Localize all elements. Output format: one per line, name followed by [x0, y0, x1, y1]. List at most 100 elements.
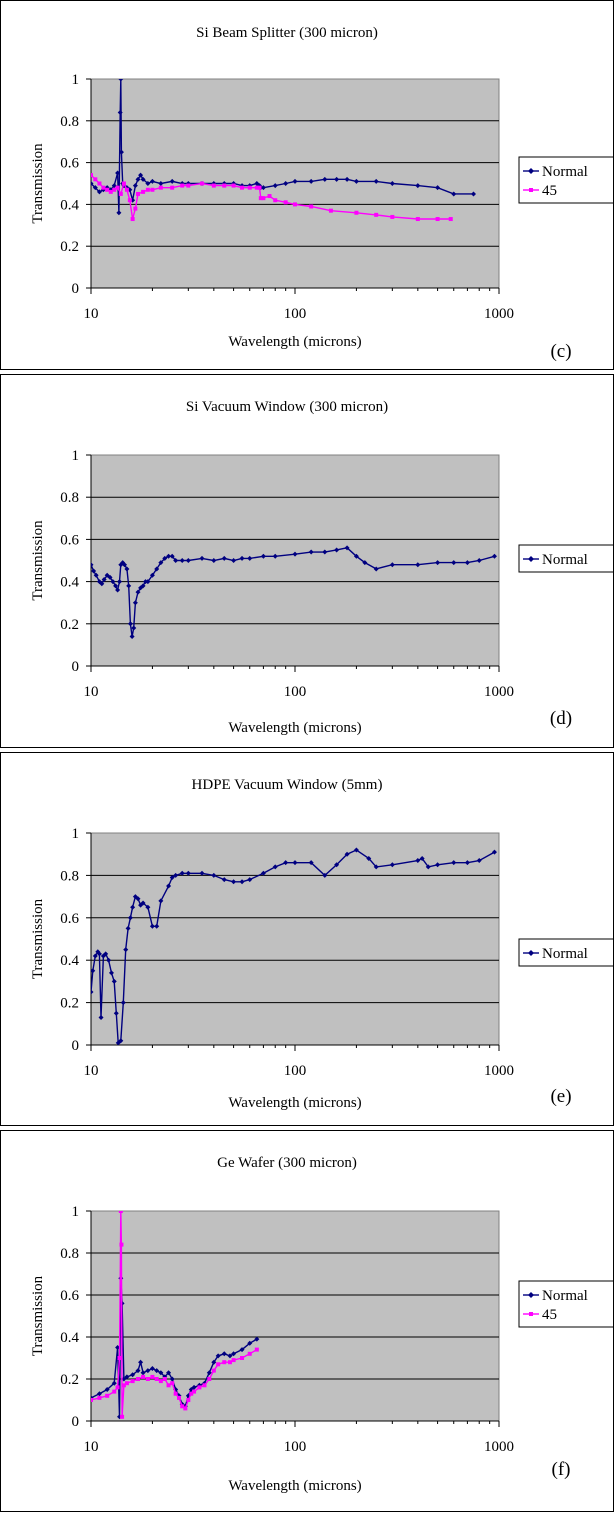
data-point — [145, 1368, 151, 1374]
data-point — [309, 204, 314, 209]
data-point — [118, 79, 124, 82]
y-tick-label: 0 — [72, 659, 80, 675]
legend-marker — [528, 950, 534, 956]
data-point — [162, 1374, 168, 1380]
chart-title: Si Vacuum Window (300 micron) — [186, 399, 388, 415]
data-point — [273, 198, 278, 203]
data-point — [145, 904, 151, 910]
data-point — [353, 553, 359, 559]
data-point — [231, 1358, 236, 1363]
data-point — [118, 1038, 124, 1044]
data-point — [183, 1406, 188, 1411]
data-point — [115, 1040, 121, 1045]
series-s45 — [91, 1211, 259, 1419]
data-point — [192, 1389, 197, 1394]
x-tick-label: 100 — [284, 306, 307, 322]
data-point — [231, 183, 236, 188]
data-point — [112, 187, 117, 192]
y-tick-label: 1 — [72, 826, 80, 842]
data-point — [292, 178, 298, 184]
data-point — [260, 870, 266, 876]
data-point — [136, 1377, 141, 1381]
data-point — [91, 1398, 93, 1402]
data-point — [197, 1385, 202, 1390]
data-point — [221, 1351, 227, 1357]
data-point — [435, 217, 440, 222]
data-point — [272, 183, 278, 189]
data-point — [136, 191, 141, 196]
data-point — [154, 1368, 160, 1374]
legend-label: Normal — [542, 1288, 588, 1304]
data-point — [124, 1381, 129, 1386]
data-point — [390, 214, 395, 219]
data-point — [166, 1383, 171, 1388]
data-point — [206, 1370, 212, 1376]
data-point — [115, 185, 120, 190]
data-point — [91, 562, 94, 568]
data-point — [247, 877, 253, 883]
y-tick-label: 0.6 — [60, 532, 79, 548]
y-tick-label: 1 — [72, 1204, 80, 1220]
data-point — [211, 558, 217, 563]
data-point — [267, 194, 272, 199]
y-tick-label: 0.2 — [60, 1372, 79, 1388]
data-point — [448, 217, 453, 222]
data-point — [130, 904, 136, 910]
legend-marker — [529, 1312, 533, 1316]
data-point — [366, 855, 372, 861]
data-point — [169, 1376, 175, 1382]
data-point — [140, 1370, 146, 1376]
data-point — [130, 1379, 135, 1384]
legend-marker — [528, 1292, 534, 1298]
y-tick-label: 0.6 — [60, 156, 79, 172]
y-axis-label: Transmission — [30, 1275, 46, 1356]
data-point — [158, 1370, 164, 1376]
data-point — [362, 560, 368, 566]
data-point — [476, 558, 482, 563]
data-point — [132, 600, 138, 606]
y-tick-label: 0.8 — [60, 868, 79, 884]
data-point — [124, 187, 129, 192]
data-point — [135, 1368, 141, 1374]
data-point — [240, 1356, 245, 1360]
data-point — [135, 176, 141, 182]
data-point — [92, 953, 98, 959]
data-point — [158, 560, 164, 566]
series-normal — [91, 847, 497, 1045]
y-tick-label: 0.6 — [60, 1288, 79, 1304]
data-point — [141, 1374, 146, 1379]
data-point — [221, 877, 227, 883]
chart-title: HDPE Vacuum Window (5mm) — [192, 777, 383, 793]
data-point — [254, 1347, 259, 1352]
data-point — [207, 1377, 212, 1381]
data-point — [145, 181, 151, 186]
legend: Normal 45 — [518, 1280, 613, 1328]
data-point — [247, 1351, 252, 1356]
data-point — [158, 185, 163, 190]
data-point — [169, 178, 175, 184]
data-point — [122, 562, 128, 568]
y-tick-label: 0.4 — [60, 197, 79, 213]
data-point — [464, 860, 470, 866]
data-point — [239, 555, 245, 561]
data-point — [353, 847, 359, 853]
data-point — [354, 210, 359, 215]
data-point — [138, 172, 144, 178]
data-point — [108, 189, 113, 194]
data-point — [334, 547, 340, 553]
data-point — [140, 900, 146, 906]
data-point — [211, 1359, 217, 1365]
y-tick-label: 1 — [72, 448, 80, 464]
y-tick-label: 0.8 — [60, 490, 79, 506]
data-point — [133, 206, 138, 211]
x-tick-label: 10 — [84, 1439, 99, 1455]
panel-label: (f) — [552, 1459, 571, 1480]
data-point — [283, 200, 288, 205]
y-tick-label: 1 — [72, 72, 80, 88]
data-point — [199, 555, 205, 561]
data-point — [222, 1360, 227, 1365]
data-point — [292, 860, 298, 866]
data-point — [344, 176, 350, 182]
data-point — [123, 947, 129, 953]
data-point — [185, 558, 191, 563]
